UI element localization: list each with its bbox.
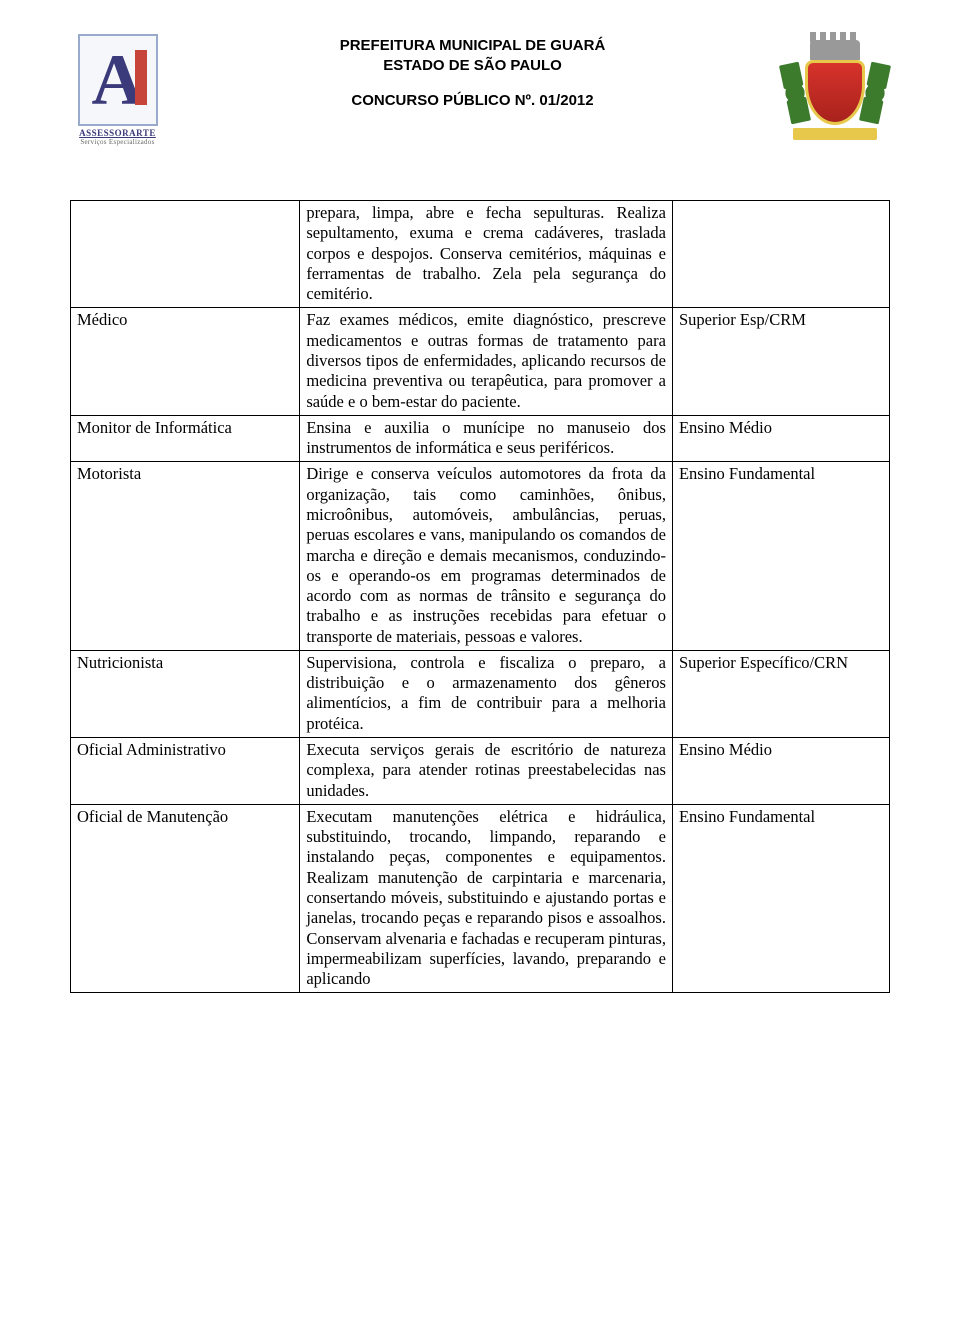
job-cell: Monitor de Informática — [71, 415, 300, 462]
coat-of-arms-icon — [785, 35, 885, 140]
req-cell — [672, 201, 889, 308]
desc-cell: Executam manutenções elétrica e hidráuli… — [300, 804, 673, 993]
header-line-1: PREFEITURA MUNICIPAL DE GUARÁ — [165, 36, 780, 56]
desc-cell: Faz exames médicos, emite diagnóstico, p… — [300, 308, 673, 415]
desc-cell: Supervisiona, controla e fiscaliza o pre… — [300, 650, 673, 737]
job-cell: Oficial Administrativo — [71, 738, 300, 805]
page-header: A ASSESSORARTE Serviços Especializados P… — [70, 30, 890, 150]
req-cell: Superior Esp/CRM — [672, 308, 889, 415]
header-line-3: CONCURSO PÚBLICO Nº. 01/2012 — [165, 91, 780, 111]
job-cell: Nutricionista — [71, 650, 300, 737]
table-row: Médico Faz exames médicos, emite diagnós… — [71, 308, 890, 415]
table-row: Nutricionista Supervisiona, controla e f… — [71, 650, 890, 737]
header-line-2: ESTADO DE SÃO PAULO — [165, 56, 780, 76]
jobs-table: prepara, limpa, abre e fecha sepulturas.… — [70, 200, 890, 993]
logo-left-mark: A — [78, 34, 158, 126]
job-cell — [71, 201, 300, 308]
req-cell: Ensino Médio — [672, 415, 889, 462]
desc-cell: Executa serviços gerais de escritório de… — [300, 738, 673, 805]
logo-left-subtitle: Serviços Especializados — [80, 138, 154, 146]
logo-left-title: ASSESSORARTE — [79, 128, 156, 138]
table-row: Oficial Administrativo Executa serviços … — [71, 738, 890, 805]
req-cell: Ensino Fundamental — [672, 462, 889, 651]
logo-right — [780, 30, 890, 145]
table-row: Monitor de Informática Ensina e auxilia … — [71, 415, 890, 462]
desc-cell: Dirige e conserva veículos automotores d… — [300, 462, 673, 651]
logo-left: A ASSESSORARTE Serviços Especializados — [70, 30, 165, 150]
table-row: prepara, limpa, abre e fecha sepulturas.… — [71, 201, 890, 308]
table-row: Oficial de Manutenção Executam manutençõ… — [71, 804, 890, 993]
job-cell: Médico — [71, 308, 300, 415]
table-row: Motorista Dirige e conserva veículos aut… — [71, 462, 890, 651]
desc-cell: prepara, limpa, abre e fecha sepulturas.… — [300, 201, 673, 308]
req-cell: Ensino Fundamental — [672, 804, 889, 993]
desc-cell: Ensina e auxilia o munícipe no manuseio … — [300, 415, 673, 462]
job-cell: Oficial de Manutenção — [71, 804, 300, 993]
logo-left-letter: A — [92, 44, 144, 116]
job-cell: Motorista — [71, 462, 300, 651]
req-cell: Superior Específico/CRN — [672, 650, 889, 737]
header-title-block: PREFEITURA MUNICIPAL DE GUARÁ ESTADO DE … — [165, 30, 780, 111]
req-cell: Ensino Médio — [672, 738, 889, 805]
